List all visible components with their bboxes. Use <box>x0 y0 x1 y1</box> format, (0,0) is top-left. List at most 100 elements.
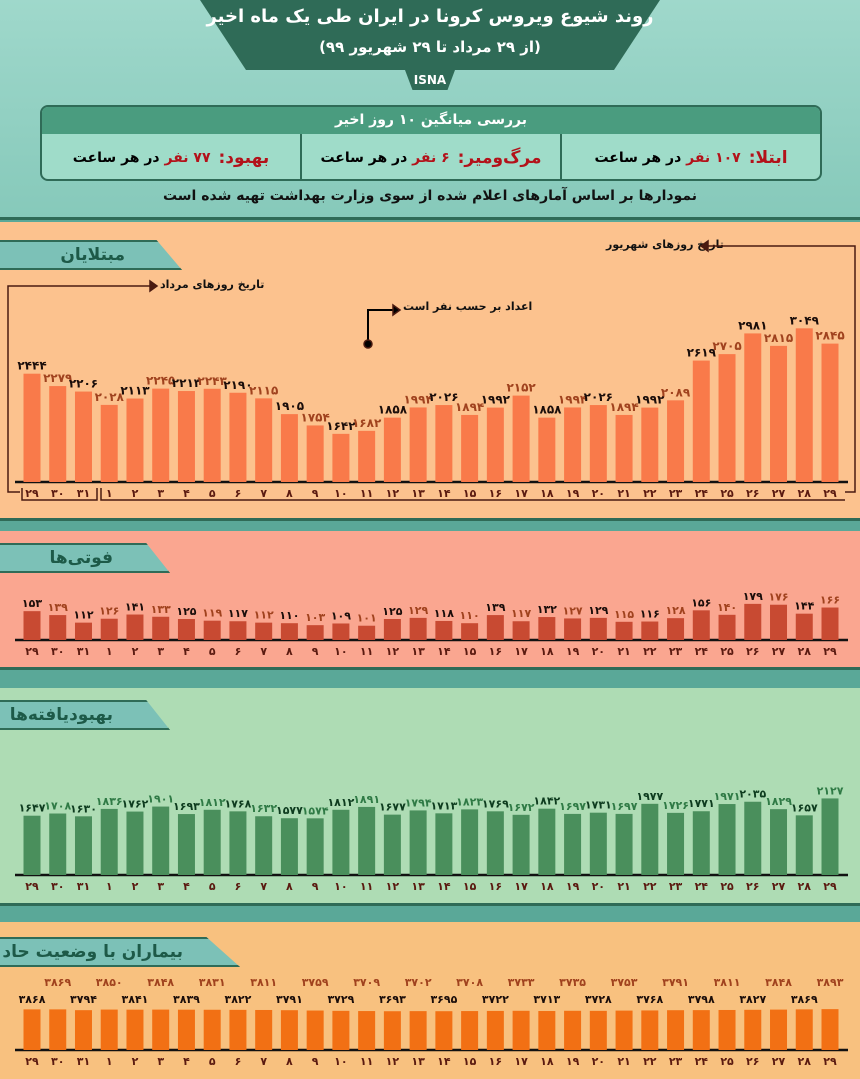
bar <box>203 809 221 875</box>
data-label: ۳۸۲۷ <box>739 993 766 1006</box>
x-tick-label: ۷ <box>260 1055 267 1068</box>
bar <box>538 808 556 875</box>
data-label: ۱۷۶۲ <box>122 798 149 811</box>
data-label: ۳۸۲۲ <box>225 993 252 1006</box>
x-tick-label: ۱۵ <box>463 645 477 658</box>
x-tick-label: ۱ <box>106 1055 113 1068</box>
data-label: ۳۷۰۹ <box>353 976 380 989</box>
data-label: ۱۶۹۷ <box>559 800 586 813</box>
bar <box>615 1010 633 1050</box>
data-label: ۱۱۲ <box>254 609 274 622</box>
shahrivar-annotation: تاریخ روزهای شهریور <box>606 238 724 251</box>
data-label: ۱۵۶ <box>691 596 711 609</box>
x-tick-label: ۲۷ <box>772 645 786 658</box>
page-subtitle: (از ۲۹ مرداد تا ۲۹ شهریور ۹۹) <box>319 38 541 56</box>
data-label: ۳۸۶۹ <box>44 976 71 989</box>
data-label: ۱۶۷۲ <box>508 801 535 814</box>
x-tick-label: ۲۳ <box>669 880 683 893</box>
data-label: ۲۰۳۵ <box>739 788 766 801</box>
x-tick-label: ۲ <box>132 487 139 500</box>
bar <box>383 417 401 482</box>
x-tick-label: ۱۶ <box>489 487 502 500</box>
x-tick-label: ۱۱ <box>360 487 373 500</box>
x-tick-label: ۱۰ <box>334 487 347 500</box>
data-label: ۲۱۵۲ <box>506 381 536 395</box>
data-label: ۱۴۴ <box>794 600 814 613</box>
data-label: ۱۳۹ <box>485 601 505 614</box>
bar <box>409 1011 427 1050</box>
data-label: ۱۷۰۸ <box>44 800 71 813</box>
x-tick-label: ۳ <box>157 645 164 658</box>
critical-title: بیماران با وضعیت حاد <box>0 937 240 967</box>
data-label: ۱۱۷ <box>228 607 248 620</box>
bar <box>49 813 67 875</box>
data-label: ۱۶۸۲ <box>352 416 382 430</box>
x-tick-label: ۱۱ <box>360 1055 373 1068</box>
data-label: ۱۹۹۲ <box>635 393 665 407</box>
bar <box>23 815 41 875</box>
data-label: ۲۲۷۹ <box>43 371 73 385</box>
data-label: ۱۲۵ <box>382 605 402 618</box>
bar <box>358 625 376 640</box>
bar <box>589 812 607 875</box>
x-tick-label: ۹ <box>312 487 319 500</box>
bar <box>152 806 170 875</box>
data-label: ۱۵۷۷ <box>276 804 303 817</box>
bar <box>667 618 685 640</box>
x-tick-label: ۳۰ <box>51 645 64 658</box>
bar <box>306 425 324 482</box>
x-tick-label: ۳۰ <box>51 880 64 893</box>
x-tick-label: ۲۱ <box>617 880 630 893</box>
data-label: ۱۰۳ <box>305 611 325 624</box>
x-tick-label: ۱۹ <box>566 880 580 893</box>
x-tick-label: ۹ <box>312 1055 319 1068</box>
data-label: ۱۷۶ <box>768 591 788 604</box>
data-label: ۲۲۴۵ <box>146 374 175 388</box>
data-label: ۱۴۱ <box>125 601 145 614</box>
bar <box>564 618 582 640</box>
avg-value: ۶ نفر <box>412 149 450 166</box>
data-label: ۱۷۶۸ <box>225 797 252 810</box>
bar <box>152 388 170 482</box>
bar <box>74 1010 92 1050</box>
data-label: ۳۷۰۸ <box>456 976 483 989</box>
data-label: ۱۹۹۲ <box>481 393 511 407</box>
data-label: ۳۷۹۸ <box>688 993 715 1006</box>
avg-value: ۷۷ نفر <box>164 149 211 166</box>
x-tick-label: ۳۰ <box>51 487 64 500</box>
data-label: ۱۱۰ <box>279 609 299 622</box>
bar <box>821 1009 839 1050</box>
data-label: ۱۱۲ <box>73 609 93 622</box>
data-label: ۳۸۶۸ <box>19 993 46 1006</box>
data-label: ۱۶۷۷ <box>379 801 406 814</box>
bar <box>770 809 788 875</box>
data-label: ۲۶۱۹ <box>687 346 717 360</box>
x-tick-label: ۲۷ <box>772 1055 786 1068</box>
x-tick-label: ۲۲ <box>643 645 657 658</box>
avg-label: بهبود: <box>218 147 270 168</box>
bar <box>229 1009 247 1050</box>
data-label: ۱۶۹۳ <box>173 800 200 813</box>
average-infections: ابتلا: ۱۰۷ نفر در هر ساعت <box>560 134 820 179</box>
x-tick-label: ۲۹ <box>25 487 39 500</box>
bar <box>770 604 788 640</box>
data-label: ۱۶۵۷ <box>791 801 818 814</box>
data-label: ۱۸۲۹ <box>765 795 792 808</box>
x-tick-label: ۱۷ <box>514 487 528 500</box>
source-logo: ISNA <box>405 70 455 90</box>
x-tick-label: ۵ <box>209 487 216 500</box>
data-label: ۳۸۱۱ <box>250 976 277 989</box>
data-label: ۲۰۸۹ <box>661 385 691 399</box>
x-tick-label: ۲۹ <box>25 1055 39 1068</box>
data-label: ۳۸۴۸ <box>765 976 792 989</box>
divider <box>0 667 860 689</box>
x-tick-label: ۱۳ <box>411 880 425 893</box>
bar <box>770 1009 788 1050</box>
bar <box>126 1009 144 1050</box>
data-label: ۱۸۹۱ <box>353 793 380 806</box>
bar <box>718 614 736 640</box>
data-label: ۳۶۹۳ <box>379 993 406 1006</box>
data-label: ۱۶۳۲ <box>250 802 277 815</box>
x-tick-label: ۲۶ <box>746 880 759 893</box>
x-tick-label: ۱۴ <box>437 645 451 658</box>
